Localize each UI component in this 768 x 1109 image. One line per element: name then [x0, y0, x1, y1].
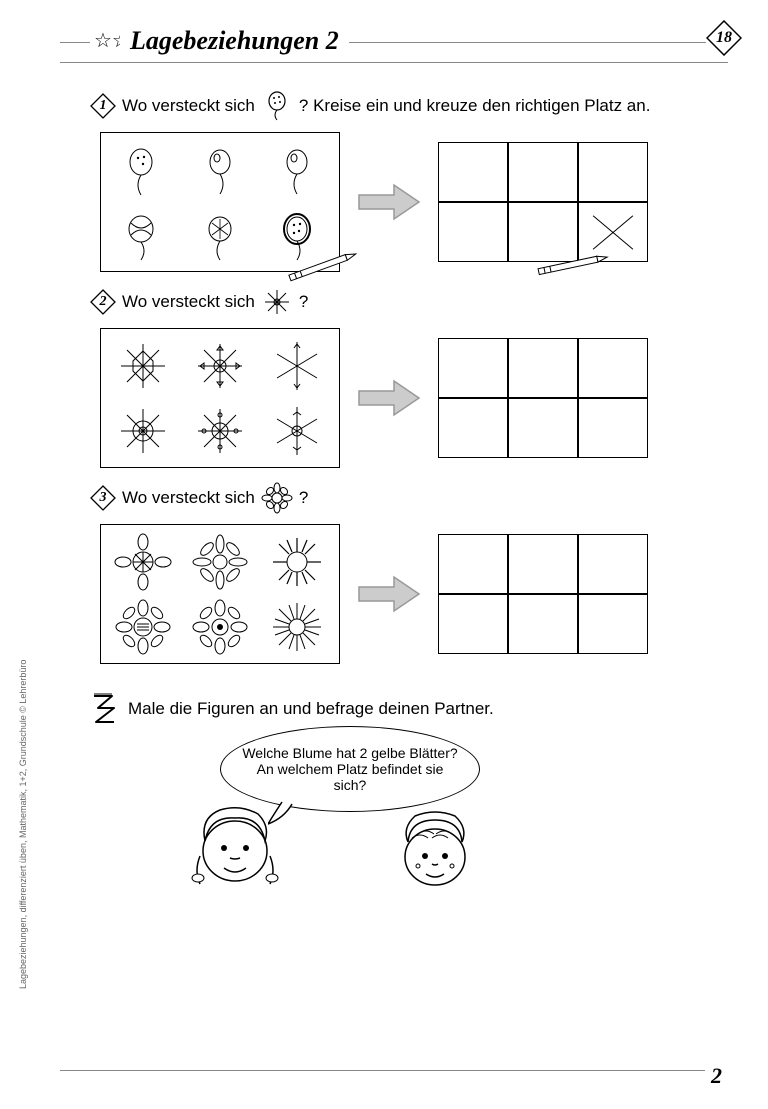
page-number-badge: 18	[706, 20, 742, 56]
exercise-number-icon: 2	[90, 289, 116, 315]
answer-cell[interactable]	[508, 398, 578, 458]
snowflake-icon	[261, 286, 293, 318]
answer-cell[interactable]	[578, 142, 648, 202]
exercise-1-content	[100, 132, 728, 272]
exercise-number-icon: 3	[90, 485, 116, 511]
exercise-1: 1 Wo versteckt sich ? Kreise ein und kre…	[90, 90, 728, 272]
answer-cell[interactable]	[578, 534, 648, 594]
answer-grid-3[interactable]	[438, 534, 648, 654]
exercise-number-icon: 1	[90, 93, 116, 119]
exercise-3: 3 Wo versteckt sich ?	[90, 482, 728, 664]
picture-grid-flowers	[100, 524, 340, 664]
footer-rule	[60, 1070, 728, 1071]
kid-right-icon	[380, 802, 490, 907]
exercise-3-content	[100, 524, 728, 664]
kid-left-icon	[180, 796, 290, 901]
picture-grid-snowflakes	[100, 328, 340, 468]
bubble-text: Welche Blume hat 2 gelbe Blätter? An wel…	[239, 745, 461, 793]
answer-cell[interactable]	[508, 594, 578, 654]
page-number: 18	[706, 20, 742, 56]
prompt-text-after: ? Kreise ein und kreuze den richtigen Pl…	[299, 96, 651, 116]
answer-cell[interactable]	[578, 594, 648, 654]
prompt-text-after: ?	[299, 292, 308, 312]
exercise-2: 2 Wo versteckt sich ?	[90, 286, 728, 468]
prompt-text-before: Wo versteckt sich	[122, 96, 255, 116]
answer-cell[interactable]	[578, 338, 648, 398]
answer-cell[interactable]	[508, 534, 578, 594]
arrow-icon	[354, 373, 424, 423]
flower-icon	[261, 482, 293, 514]
copyright-text: Lagebeziehungen, differenziert üben, Mat…	[18, 660, 28, 989]
header-rule-bottom	[60, 62, 728, 63]
exercise-number: 2	[90, 289, 116, 315]
balloon-icon	[261, 90, 293, 122]
answer-cell[interactable]	[438, 338, 508, 398]
header: ☆☆ Lagebeziehungen 2 18	[60, 30, 728, 70]
answer-cell[interactable]	[508, 338, 578, 398]
picture-grid-balloons	[100, 132, 340, 272]
prompt-text-after: ?	[299, 488, 308, 508]
arrow-icon	[354, 177, 424, 227]
prompt-text-before: Wo versteckt sich	[122, 488, 255, 508]
answer-cell[interactable]	[438, 142, 508, 202]
answer-grid-1[interactable]	[438, 142, 648, 262]
exercise-2-prompt: 2 Wo versteckt sich ?	[90, 286, 728, 318]
exercise-1-prompt: 1 Wo versteckt sich ? Kreise ein und kre…	[90, 90, 728, 122]
answer-grid-2[interactable]	[438, 338, 648, 458]
answer-cell[interactable]	[508, 142, 578, 202]
page-title: Lagebeziehungen 2	[120, 26, 349, 56]
answer-cell[interactable]	[438, 594, 508, 654]
partner-task: Male die Figuren an und befrage deinen P…	[90, 692, 728, 886]
exercise-2-content	[100, 328, 728, 468]
exercise-number: 3	[90, 485, 116, 511]
answer-cell[interactable]	[438, 534, 508, 594]
partner-illustration: Welche Blume hat 2 gelbe Blätter? An wel…	[90, 726, 530, 886]
answer-cell-marked[interactable]	[578, 202, 648, 262]
answer-cell[interactable]	[578, 398, 648, 458]
partner-z-icon	[90, 692, 118, 726]
prompt-text-before: Wo versteckt sich	[122, 292, 255, 312]
partner-prompt: Male die Figuren an und befrage deinen P…	[90, 692, 728, 726]
answer-cell[interactable]	[508, 202, 578, 262]
arrow-icon	[354, 569, 424, 619]
partner-label: Male die Figuren an und befrage deinen P…	[128, 699, 494, 719]
exercise-3-prompt: 3 Wo versteckt sich ?	[90, 482, 728, 514]
footer-page-number: 2	[705, 1063, 728, 1089]
exercise-number: 1	[90, 93, 116, 119]
answer-cell[interactable]	[438, 398, 508, 458]
worksheet-page: ☆☆ Lagebeziehungen 2 18 1 Wo versteckt s…	[60, 30, 728, 1079]
answer-cell[interactable]	[438, 202, 508, 262]
